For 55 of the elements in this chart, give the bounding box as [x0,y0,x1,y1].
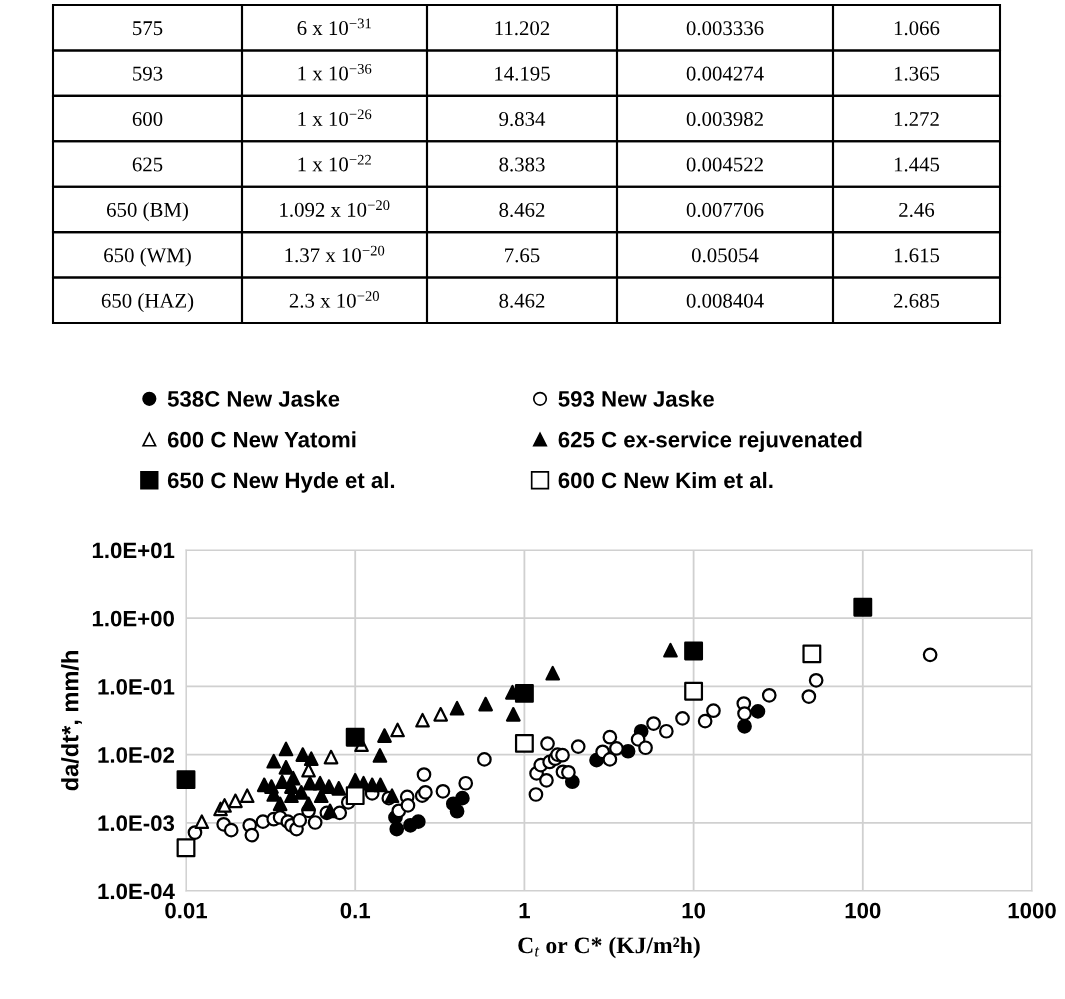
text: 0.008404 [686,293,764,308]
text: 11.202 [495,21,550,36]
legend-label: 650 C New Hyde et al. [167,471,395,493]
y-axis-title: da/dt*, mm/h [61,651,82,791]
x-tick-label: 10 [682,902,706,919]
text: 8.383 [499,157,545,172]
text: 650 (HAZ) [101,293,194,312]
y-tick-label: 1.0E+01 [92,542,175,559]
legend-label: 538C New Jaske [167,390,340,407]
x-tick-label: 0.1 [340,902,371,919]
text: 0.007706 [686,202,764,218]
text: 14.195 [495,66,550,81]
x-tick-label: 1 [519,902,530,919]
text: 8.462 [499,293,545,308]
x-axis-title: C$_{t}$ or C* (KJ/m²h) [518,936,700,959]
text: 1.615 [894,248,940,263]
text: 650 (WM) [104,247,191,267]
text: 0.05054 [691,248,759,263]
text: 8.462 [499,202,545,218]
y-tick-label: 1.0E-04 [98,883,175,900]
text: 2.46 [899,202,935,218]
x-tick-label: 0.01 [165,902,208,919]
text: 1.066 [894,21,940,36]
text: 0.003982 [686,112,763,127]
y-tick-label: 1.0E-01 [98,678,175,695]
text: 1.37 x 10$^{−20}$ [285,245,385,263]
text: 650 (BM) [107,202,188,222]
text: 593 [133,66,163,81]
text: 0.003336 [686,21,764,36]
text: 6 x 10$^{−31}$ [297,18,371,36]
text: 9.834 [499,112,546,127]
legend-label: 600 C New Yatomi [167,431,356,448]
x-tick-label: 1000 [1008,902,1056,919]
legend-label: 625 C ex-service rejuvenated [558,431,862,452]
text: 600 [132,112,163,127]
legend-label: 600 C New Kim et al. [558,471,773,489]
x-tick-label: 100 [845,902,881,919]
text: 625 [132,157,163,172]
legend-label: 593 New Jaske [558,390,714,407]
y-tick-label: 1.0E-03 [98,815,175,832]
text: 2.3 x 10$^{−20}$ [289,291,379,308]
text: 1.272 [894,112,939,127]
text: 1.445 [894,157,940,172]
text: 1 x 10$^{−36}$ [298,63,372,81]
text: 1.092 x 10$^{−20}$ [280,200,390,217]
text: 0.004522 [686,157,763,172]
text: 2.685 [893,293,940,308]
text: 1.365 [894,66,940,81]
text: 575 [133,21,163,36]
y-tick-label: 1.0E-02 [98,747,174,763]
y-tick-label: 1.0E+00 [92,610,174,627]
text: 7.65 [505,248,540,263]
text: 1 x 10$^{−26}$ [298,109,372,126]
text: 0.004274 [686,66,764,81]
text: 1 x 10$^{−22}$ [298,154,371,172]
